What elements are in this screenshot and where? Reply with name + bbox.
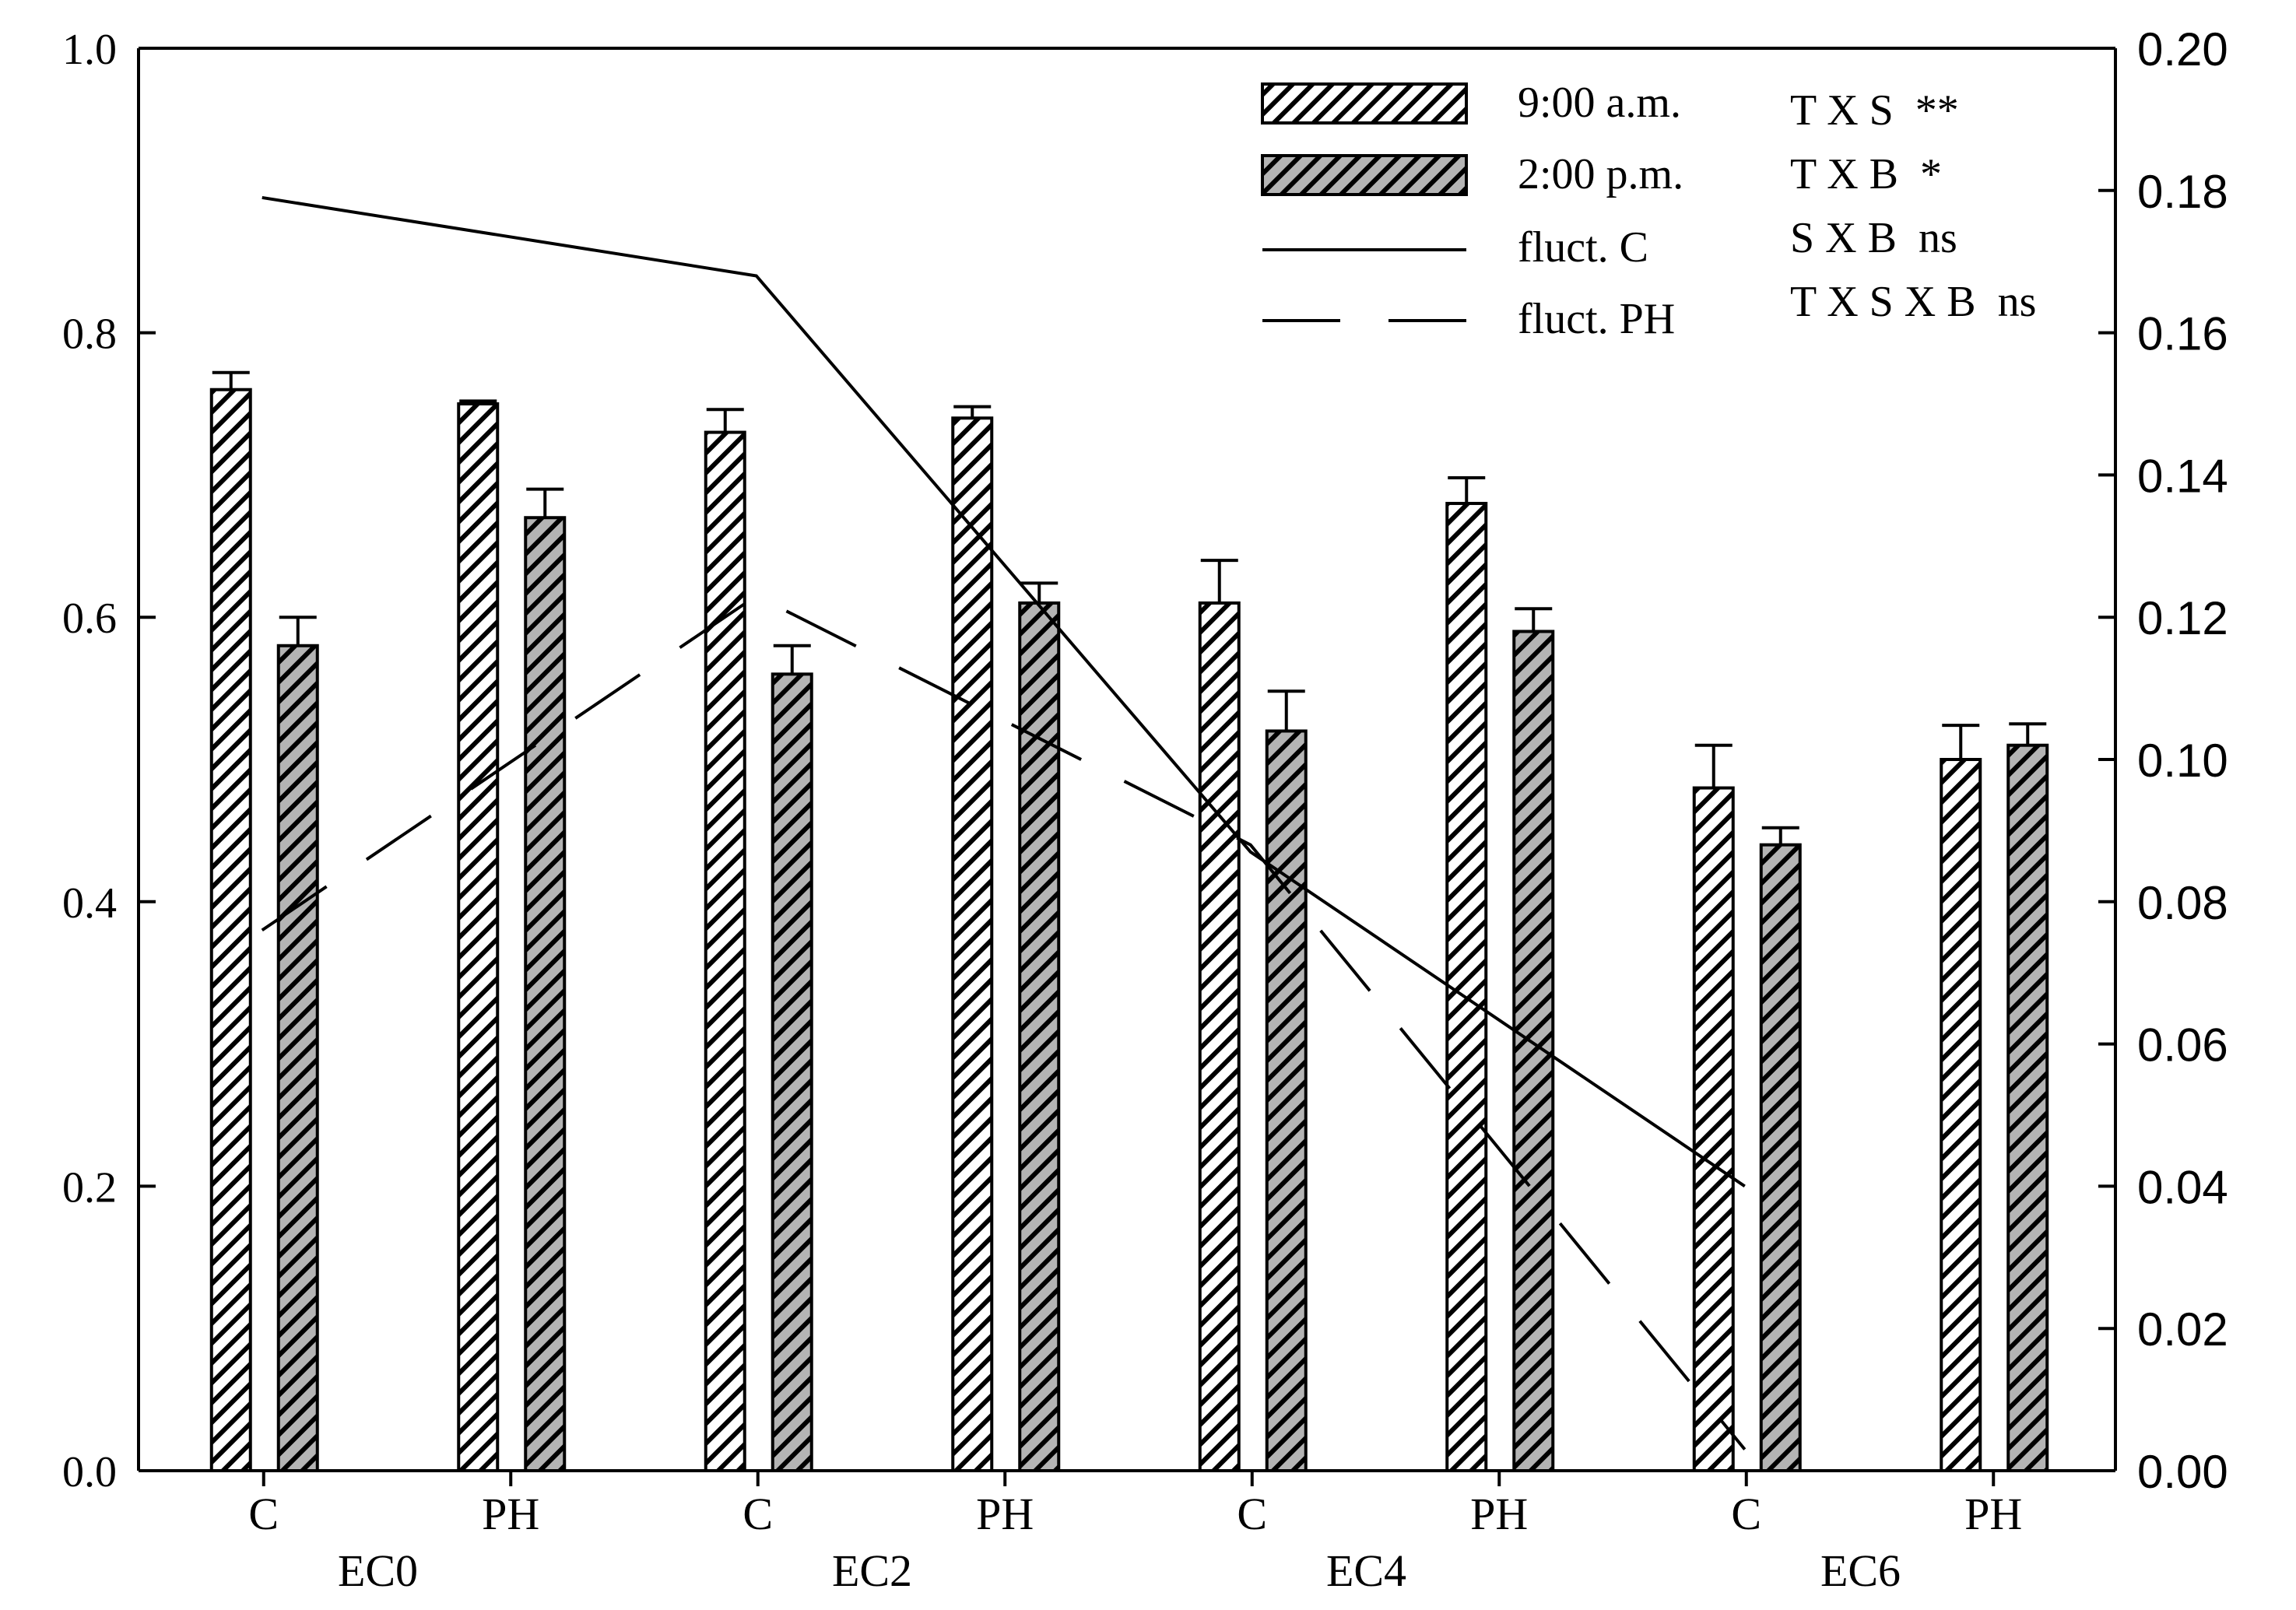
legend-label-fluct-ph: fluct. PH <box>1518 295 1675 343</box>
left-axis-ticks: 0.0 0.2 0.4 0.6 0.8 1.0 <box>62 26 156 1496</box>
bar <box>704 430 746 1472</box>
x-tick-label: C <box>743 1489 773 1539</box>
x-tick-label: PH <box>976 1489 1034 1539</box>
right-tick-label: 0.16 <box>2137 308 2228 360</box>
bar <box>1759 843 1802 1473</box>
bar <box>457 402 500 1472</box>
x-tick-label: PH <box>482 1489 539 1539</box>
left-tick-label: 0.8 <box>62 310 117 359</box>
bar <box>209 388 252 1473</box>
right-axis-ticks: 0.00 0.02 0.04 0.06 0.08 0.10 0.12 0.14 0.16 0.18… <box>2098 23 2228 1498</box>
stat-txs: T X S ** <box>1790 86 1959 135</box>
right-tick-label: 0.20 <box>2137 23 2228 75</box>
stat-txb: T X B * <box>1790 150 1942 198</box>
bar <box>951 416 994 1472</box>
right-tick-label: 0.08 <box>2137 877 2228 929</box>
legend-label-fluct-c: fluct. C <box>1518 223 1648 272</box>
left-tick-label: 0.6 <box>62 595 117 643</box>
stat-sxb: S X B ns <box>1790 214 1957 262</box>
group-label: EC4 <box>1326 1545 1406 1596</box>
bars-layer <box>209 388 2049 1473</box>
line-fluct-ph <box>261 594 1747 1450</box>
bar <box>2006 743 2049 1472</box>
x-tick-label: PH <box>1964 1489 2022 1539</box>
bar <box>276 644 319 1472</box>
stats-annotations: T X S ** T X B * S X B ns T X S X B ns <box>1790 86 2036 326</box>
legend-swatch-am <box>1261 82 1468 125</box>
x-tick-label: C <box>248 1489 279 1539</box>
left-tick-label: 0.2 <box>62 1163 117 1212</box>
bar <box>524 516 567 1472</box>
right-tick-label: 0.12 <box>2137 592 2228 644</box>
legend-swatch-pm <box>1261 154 1468 196</box>
stat-txsxb: T X S X B ns <box>1790 278 2036 326</box>
x-tick-label: PH <box>1470 1489 1528 1539</box>
group-label: EC6 <box>1820 1545 1901 1596</box>
group-label: EC2 <box>832 1545 912 1596</box>
line-fluct-c <box>262 195 1746 1188</box>
bar <box>1265 729 1308 1472</box>
left-tick-label: 0.0 <box>62 1448 117 1496</box>
x-tick-label: C <box>1237 1489 1267 1539</box>
bar <box>1940 758 1982 1472</box>
lines-layer <box>261 195 1747 1450</box>
right-tick-label: 0.14 <box>2137 450 2228 502</box>
bar <box>1692 786 1735 1472</box>
bar <box>771 672 813 1472</box>
left-tick-label: 1.0 <box>62 26 117 74</box>
error-bars-layer <box>212 370 2047 845</box>
bar <box>1198 601 1241 1472</box>
right-tick-label: 0.18 <box>2137 166 2228 218</box>
right-tick-label: 0.04 <box>2137 1161 2228 1213</box>
x-axis-labels: C PH C PH C PH C PH EC0 EC2 EC4 EC6 <box>248 1471 2022 1596</box>
right-tick-label: 0.06 <box>2137 1019 2228 1072</box>
right-tick-label: 0.10 <box>2137 735 2228 787</box>
legend-label-pm: 2:00 p.m. <box>1518 150 1683 198</box>
legend-label-am: 9:00 a.m. <box>1518 79 1681 127</box>
legend: 9:00 a.m. 2:00 p.m. fluct. C fluct. PH <box>1261 79 1683 343</box>
left-tick-label: 0.4 <box>62 879 117 928</box>
right-tick-label: 0.02 <box>2137 1303 2228 1356</box>
x-tick-label: C <box>1731 1489 1761 1539</box>
right-tick-label: 0.00 <box>2137 1446 2228 1498</box>
group-label: EC0 <box>338 1545 418 1596</box>
